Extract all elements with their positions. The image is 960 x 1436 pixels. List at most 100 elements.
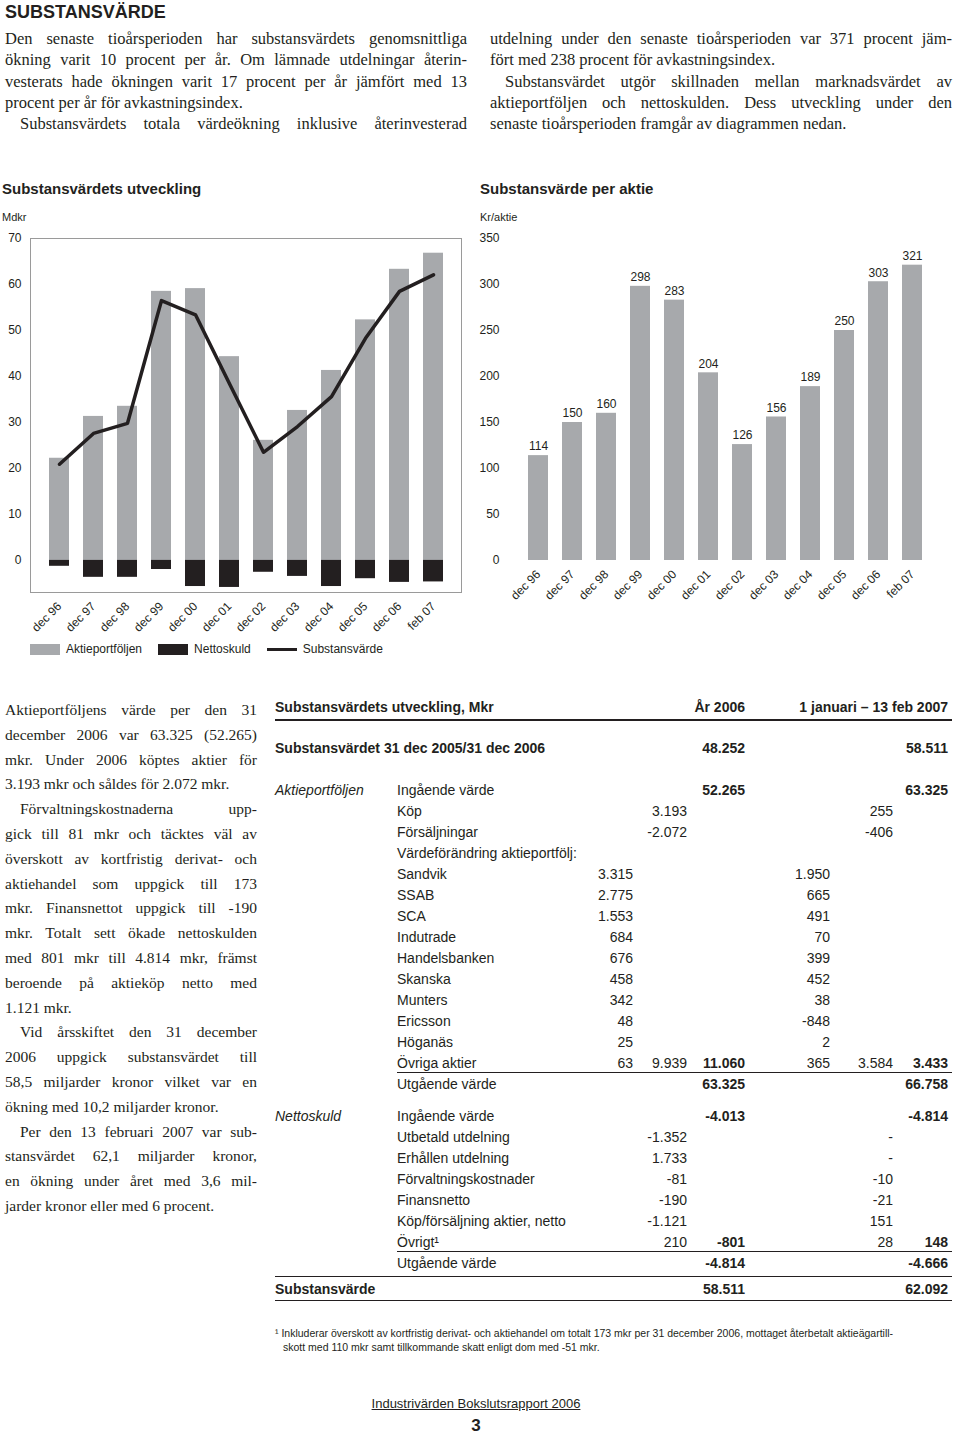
svg-text:156: 156 [766,401,786,415]
svg-text:60: 60 [8,277,22,291]
svg-text:dec 98: dec 98 [97,599,133,635]
html-text:58,5 miljarder kronor vilket v: 58,5 miljarder kronor vilket var en [5,1073,257,1090]
html-text:Substansvärdets utveckling, Mk: Substansvärdets utveckling, Mkr [275,699,494,715]
html-text:beroende på aktieköp netto med: beroende på aktieköp netto med [5,973,257,991]
svg-text:dec 96: dec 96 [29,599,65,635]
html-text:stansvärdet 62,1 miljarder kro: stansvärdet 62,1 miljarder kronor, [5,1147,257,1165]
svg-text:189: 189 [800,370,820,384]
svg-text:20: 20 [8,461,22,475]
svg-text:150: 150 [479,415,499,429]
svg-text:dec 02: dec 02 [233,599,269,635]
html-text:Den senaste tioårsperioden har: Den senaste tioårsperioden har substansv… [5,29,467,48]
html-text:58.511: 58.511 [905,740,948,756]
html-text:vesterats hade ökningen varit: vesterats hade ökningen varit 17 procent… [5,71,467,91]
svg-text:150: 150 [562,406,582,420]
svg-text:100: 100 [479,461,499,475]
html-text:48.252: 48.252 [702,740,745,756]
html-text:Per den 13 februari 2007 var s: Per den 13 februari 2007 var sub- [20,1122,257,1140]
svg-text:298: 298 [630,270,650,284]
svg-text:dec 06: dec 06 [848,567,884,603]
svg-text:dec 01: dec 01 [199,599,235,635]
html-text:Förvaltningskostnaderna upp-: Förvaltningskostnaderna upp- [20,800,257,818]
svg-text:dec 04: dec 04 [780,567,816,603]
html-text:mkr. Totalt sett ökade nettosk: mkr. Totalt sett ökade nettoskulden [5,924,257,942]
html-text:255: 255 [869,803,893,819]
svg-text:dec 04: dec 04 [301,599,337,635]
svg-text:321: 321 [902,249,922,263]
html-text:procent per år för avkastnings: procent per år för avkastningsindex. [5,92,243,112]
svg-text:30: 30 [8,415,22,429]
html-text:Substansvärdet 31 dec 2005/31: Substansvärdet 31 dec 2005/31 dec 2006 [275,740,546,756]
html-text:SUBSTANSVÄRDE: SUBSTANSVÄRDE [5,2,166,22]
svg-text:dec 96: dec 96 [508,567,544,603]
svg-text:dec 02: dec 02 [712,567,748,603]
html-text:Ingående värde: Ingående värde [397,782,495,798]
html-text:senaste tioårsperioden framgår: senaste tioårsperioden framgår av diagra… [490,114,847,134]
html-text:mkr. Under 2006 köptes aktier: mkr. Under 2006 köptes aktier för [5,750,257,768]
svg-text:40: 40 [8,369,22,383]
html-text:Substansvärdet utgör skillnade: Substansvärdet utgör skillnaden mellan m… [505,71,952,91]
svg-text:250: 250 [834,314,854,328]
svg-text:50: 50 [486,507,500,521]
svg-text:160: 160 [596,397,616,411]
html-text:År 2006: År 2006 [694,699,745,715]
svg-text:dec 05: dec 05 [814,567,850,603]
svg-text:dec 98: dec 98 [576,567,612,603]
svg-text:126: 126 [732,428,752,442]
svg-text:350: 350 [479,231,499,245]
html-text:ökning med 10,2 miljarder kron: ökning med 10,2 miljarder kronor. [5,1097,219,1115]
html-text:2006 uppgick substansvärdet ti: 2006 uppgick substansvärdet till [5,1048,257,1066]
html-text:Substansvärde per aktie: Substansvärde per aktie [480,180,654,197]
html-text:3.193 mkr och såldes för 2.072: 3.193 mkr och såldes för 2.072 mkr. [5,775,230,793]
svg-text:dec 97: dec 97 [542,567,578,603]
svg-text:50: 50 [8,323,22,337]
svg-text:283: 283 [664,284,684,298]
svg-text:dec 01: dec 01 [678,567,714,603]
svg-text:10: 10 [8,507,22,521]
svg-text:250: 250 [479,323,499,337]
html-text:utdelning under den senaste ti: utdelning under den senaste tioårsperiod… [490,29,952,48]
svg-text:303: 303 [868,266,888,280]
html-text:Substansvärdets totala värdeök: Substansvärdets totala värdeökning inklu… [20,114,467,134]
html-text:mkr. Finansnettot uppgick till: mkr. Finansnettot uppgick till -190 [5,899,257,917]
svg-text:204: 204 [698,357,718,371]
html-text:Försäljningar: Försäljningar [397,824,478,840]
svg-text:dec 03: dec 03 [746,567,782,603]
svg-text:0: 0 [493,553,500,567]
html-text:3.193: 3.193 [652,803,687,819]
html-text:överskott av kortfristig deriv: överskott av kortfristig derivat- och [5,849,257,867]
html-text:Aktieportföljens värde per den: Aktieportföljens värde per den 31 [5,701,257,718]
html-text:52.265: 52.265 [702,782,745,798]
html-text:Aktieportföljen: Aktieportföljen [275,782,364,798]
html-text:ökning varit 10 procent per år: ökning varit 10 procent per år. Om lämna… [5,50,467,70]
svg-text:dec 99: dec 99 [610,567,646,603]
svg-text:dec 05: dec 05 [335,599,371,635]
svg-text:200: 200 [479,369,499,383]
html-text:gick till 81 mkr och täcktes v: gick till 81 mkr och täcktes väl av [5,825,257,842]
svg-text:feb 07: feb 07 [405,599,439,633]
svg-text:dec 00: dec 00 [644,567,680,603]
html-text:Substansvärdets utveckling: Substansvärdets utveckling [2,180,202,197]
svg-text:dec 03: dec 03 [267,599,303,635]
html-text:december 2006 var 63.325 (52.2: december 2006 var 63.325 (52.265) [5,725,257,743]
svg-text:dec 06: dec 06 [369,599,405,635]
svg-text:feb 07: feb 07 [884,567,918,601]
html-text:1.121 mkr.: 1.121 mkr. [5,998,72,1016]
html-text:fört med 238 procent för avkas: fört med 238 procent för avkastningsinde… [490,50,775,70]
svg-text:300: 300 [479,277,499,291]
svg-text:dec 97: dec 97 [63,599,99,635]
html-text:en ökning under året med 3,6 m: en ökning under året med 3,6 mil- [5,1172,257,1190]
svg-text:0: 0 [15,553,22,567]
html-text:1 januari – 13 feb 2007: 1 januari – 13 feb 2007 [799,699,948,715]
html-text:med 801 mkr till 4.814 mkr, fr: med 801 mkr till 4.814 mkr, främst [5,949,257,966]
html-text:aktiehandel som uppgick till 1: aktiehandel som uppgick till 173 [5,874,257,892]
html-text:jarder kronor eller med 6 proc: jarder kronor eller med 6 procent. [5,1196,215,1214]
html-text:Vid årsskiftet den 31 december: Vid årsskiftet den 31 december [20,1023,257,1041]
html-text:aktieportföljen och nettoskuld: aktieportföljen och nettoskulden. Dess u… [490,92,952,112]
svg-text:dec 99: dec 99 [131,599,167,635]
svg-text:70: 70 [8,231,22,245]
html-text:Köp: Köp [397,803,422,819]
svg-text:114: 114 [529,439,548,453]
svg-text:dec 00: dec 00 [165,599,201,635]
html-text:63.325: 63.325 [905,782,948,798]
